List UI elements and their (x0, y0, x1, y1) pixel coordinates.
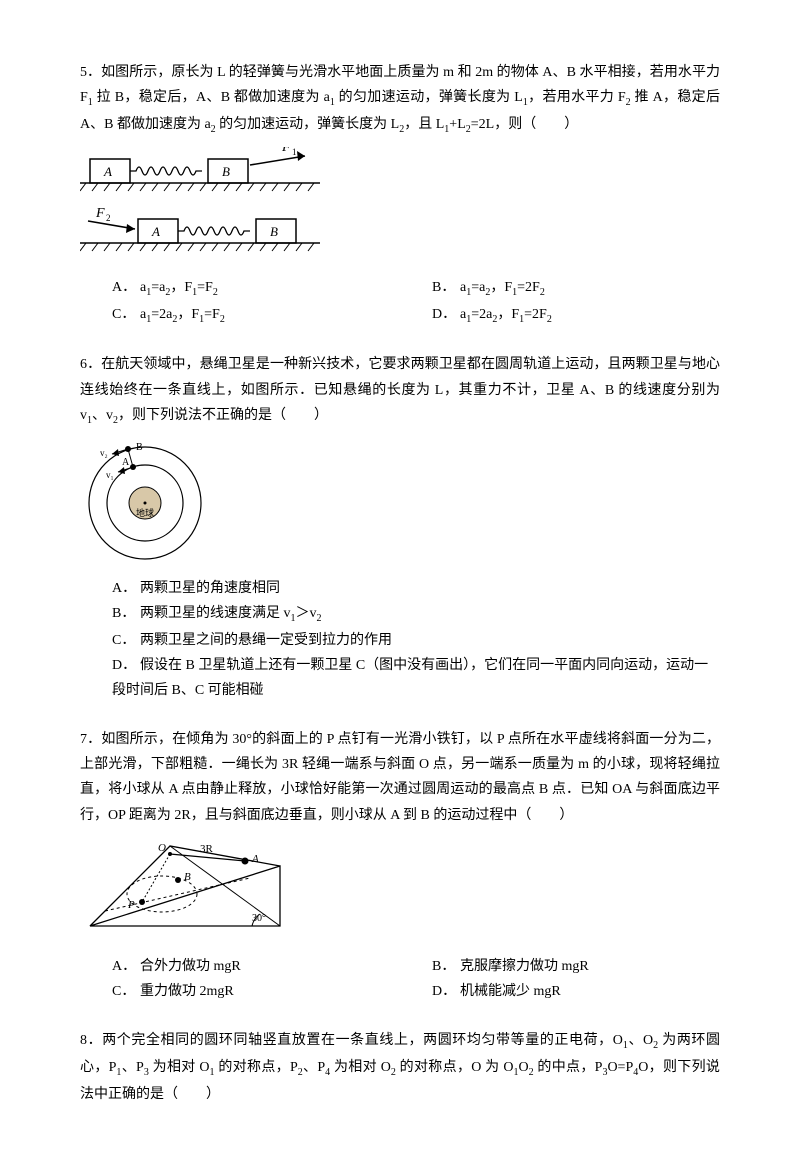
q8-text: 8．两个完全相同的圆环同轴竖直放置在一条直线上，两圆环均匀带等量的正电荷，O1、… (80, 1028, 720, 1107)
q6-number: 6． (80, 357, 101, 372)
q7-number: 7． (80, 732, 101, 747)
question-6: 6．在航天领域中，悬绳卫星是一种新兴技术，它要求两颗卫星都在圆周轨道上运动，且两… (80, 352, 720, 703)
q5-option-a: A．a1=a2，F1=F2 (80, 275, 400, 302)
q5-figure: A B F 1 F 2 A B (80, 147, 720, 267)
svg-text:O: O (158, 842, 166, 854)
q7-options: A．合外力做功 mgR B．克服摩擦力做功 mgR C．重力做功 2mgR D．… (80, 954, 720, 1004)
q7-text: 7．如图所示，在倾角为 30°的斜面上的 P 点钉有一光滑小铁钉，以 P 点所在… (80, 727, 720, 828)
q7-option-b: B．克服摩擦力做功 mgR (400, 954, 720, 979)
svg-text:A: A (103, 164, 112, 179)
svg-text:30°: 30° (252, 913, 266, 924)
svg-text:v₂: v₂ (100, 448, 108, 458)
q6-text: 6．在航天领域中，悬绳卫星是一种新兴技术，它要求两颗卫星都在圆周轨道上运动，且两… (80, 352, 720, 429)
svg-text:F: F (95, 206, 105, 221)
q7-option-a: A．合外力做功 mgR (80, 954, 400, 979)
svg-text:B: B (222, 164, 230, 179)
svg-text:F: F (281, 147, 291, 155)
q5-option-b: B．a1=a2，F1=2F2 (400, 275, 720, 302)
q7-option-d: D．机械能减少 mgR (400, 979, 720, 1004)
question-8: 8．两个完全相同的圆环同轴竖直放置在一条直线上，两圆环均匀带等量的正电荷，O1、… (80, 1028, 720, 1107)
q5-text: 5．如图所示，原长为 L 的轻弹簧与光滑水平地面上质量为 m 和 2m 的物体 … (80, 60, 720, 139)
question-5: 5．如图所示，原长为 L 的轻弹簧与光滑水平地面上质量为 m 和 2m 的物体 … (80, 60, 720, 328)
q5-option-d: D．a1=2a2，F1=2F2 (400, 302, 720, 329)
svg-text:B: B (136, 442, 143, 453)
q5-number: 5． (80, 65, 101, 80)
q8-number: 8． (80, 1033, 102, 1048)
q6-options: A．两颗卫星的角速度相同 B．两颗卫星的线速度满足 v1＞v2 C．两颗卫星之间… (80, 576, 720, 704)
svg-text:P: P (127, 899, 135, 911)
q6-option-d: D．假设在 B 卫星轨道上还有一颗卫星 C（图中没有画出），它们在同一平面内同向… (80, 653, 720, 703)
svg-text:A: A (151, 224, 160, 239)
q6-option-b: B．两颗卫星的线速度满足 v1＞v2 (80, 601, 720, 628)
question-7: 7．如图所示，在倾角为 30°的斜面上的 P 点钉有一光滑小铁钉，以 P 点所在… (80, 727, 720, 1004)
q7-figure: O A 3R B P 30° (80, 836, 720, 946)
svg-text:B: B (184, 871, 191, 883)
svg-text:2: 2 (106, 213, 111, 223)
svg-text:1: 1 (292, 147, 297, 157)
svg-text:A: A (251, 853, 259, 865)
q7-option-c: C．重力做功 2mgR (80, 979, 400, 1004)
svg-text:地球: 地球 (136, 507, 154, 518)
svg-text:3R: 3R (200, 843, 214, 855)
svg-text:v₁: v₁ (106, 470, 114, 480)
svg-text:A: A (122, 457, 130, 468)
q5-options: A．a1=a2，F1=F2 B．a1=a2，F1=2F2 C．a1=2a2，F1… (80, 275, 720, 329)
q5-option-c: C．a1=2a2，F1=F2 (80, 302, 400, 329)
q6-option-c: C．两颗卫星之间的悬绳一定受到拉力的作用 (80, 628, 720, 653)
q6-option-a: A．两颗卫星的角速度相同 (80, 576, 720, 601)
q6-figure: 地球 A B v₁ v₂ (80, 438, 720, 568)
svg-text:B: B (270, 224, 278, 239)
